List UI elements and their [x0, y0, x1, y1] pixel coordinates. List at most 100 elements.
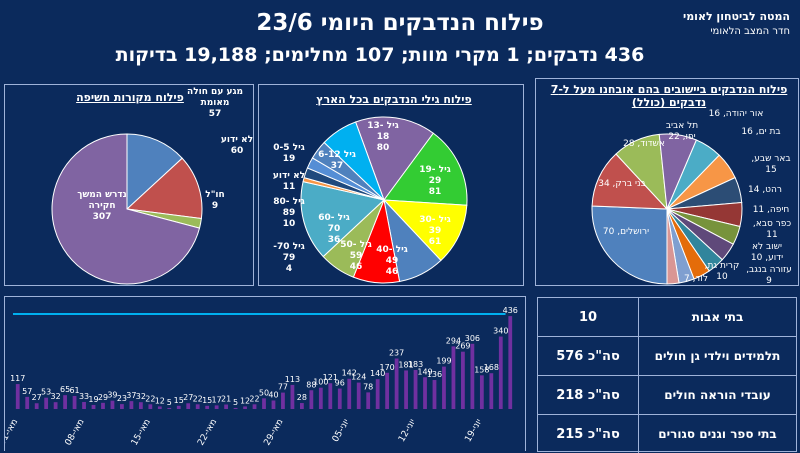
label-city-rahat: רהט, 14 — [748, 185, 782, 195]
bar-value-label: 12 — [155, 396, 165, 405]
bar-value-label: 77 — [278, 383, 288, 392]
label-age-30-39: גיל 30-39 61 — [419, 215, 451, 247]
label-abroad: חו"ל 9 — [205, 190, 225, 211]
bar-1 — [25, 396, 30, 409]
org-name: המטה לביטחון לאומי — [682, 10, 790, 23]
bar-3 — [44, 397, 49, 409]
bar-29 — [290, 384, 295, 409]
x-tick-label: 22-מאי — [196, 418, 219, 448]
org-block: המטה לביטחון לאומי חדר המצב הלאומי — [670, 10, 790, 37]
bar-value-label: 124 — [351, 373, 366, 382]
bar-23 — [233, 407, 238, 409]
label-age-40-49: גיל 40-49 46 — [376, 245, 408, 277]
cities-panel: פילוח הנדבקים ביישובים בהם אובחנו מעל ל-… — [535, 78, 799, 286]
bar-value-label: 33 — [79, 392, 89, 401]
label-city-unknown: ישוב לא ידוע, 10 — [750, 242, 784, 263]
table-row: סה"כ 576 תלמידים וילדי גן חולים — [538, 337, 796, 376]
bar-14 — [148, 404, 153, 409]
bar-37 — [366, 392, 371, 409]
table-row: סה"כ 218 עובדי הוראה חולים — [538, 376, 796, 415]
bar-21 — [214, 405, 219, 409]
ages-pie — [300, 116, 468, 284]
bar-48 — [470, 343, 475, 409]
bar-40 — [394, 358, 399, 409]
bar-38 — [375, 379, 380, 409]
table-row: 10 בתי אבות — [538, 298, 796, 337]
table-row: סה"כ 215 בתי ספר וגנים סגורים — [538, 415, 796, 453]
ages-title: פילוח גילי הנדבקים בכל הארץ — [316, 93, 472, 106]
bar-value-label: 78 — [363, 382, 373, 391]
pie-slice-0 — [354, 116, 435, 202]
x-tick-label: 12-יוני — [397, 418, 418, 444]
pie-slice-13 — [666, 208, 680, 285]
bar-36 — [356, 382, 361, 409]
label-city-lod: לוד, 7 — [684, 274, 708, 284]
pie-slice-3 — [51, 133, 201, 285]
bar-value-label: 19 — [88, 395, 98, 404]
bar-44 — [432, 380, 437, 409]
bar-4 — [53, 402, 58, 409]
bar-value-label: 142 — [342, 369, 357, 378]
bar-value-label: 5 — [167, 398, 172, 407]
pie-slice-1 — [383, 132, 468, 206]
bar-value-label: 53 — [41, 388, 51, 397]
bar-value-label: 27 — [32, 393, 42, 402]
x-tick-label: 08-מאי — [64, 418, 87, 448]
label-city-ashdod: אשדוד, 28 — [623, 139, 665, 149]
table-value: סה"כ 218 — [538, 376, 639, 414]
bar-26 — [262, 398, 266, 409]
label-age-80-89: גיל 80-89 10 — [273, 197, 305, 229]
pie-slice-6 — [300, 180, 386, 258]
bar-28 — [281, 392, 285, 409]
daily-cases-panel: 117 57 27 53 32 65 61 33 19 29 39 23 37 32 22 12 5 15 27 22… — [4, 296, 526, 451]
table-label: עובדי הוראה חולים — [664, 388, 771, 402]
summary-table: 10 בתי אבות סה"כ 576 תלמידים וילדי גן חו… — [537, 297, 797, 453]
pie-slice-1 — [125, 157, 203, 220]
bar-22 — [224, 404, 229, 409]
bar-value-label: 340 — [493, 327, 508, 336]
table-label: בתי אבות — [691, 310, 744, 324]
bar-0 — [15, 384, 20, 409]
bar-39 — [385, 372, 390, 409]
bar-value-label: 96 — [335, 379, 345, 388]
bar-2 — [34, 403, 39, 409]
table-label: תלמידים וילדי גן חולים — [654, 349, 781, 363]
pie-slice-11 — [323, 121, 385, 201]
bar-42 — [413, 370, 418, 409]
cities-pie — [591, 133, 743, 285]
bar-value-label: 50 — [259, 388, 269, 397]
bar-value-label: 88 — [306, 380, 316, 389]
label-age-13-18: גיל 13-18 80 — [367, 121, 399, 153]
label-city-jerusalem: ירושלים, 70 — [602, 227, 650, 237]
bar-value-label: 27 — [183, 393, 193, 402]
label-city-tel-aviv: תל אביב יפו, 22 — [665, 121, 699, 142]
bar-value-label: 100 — [313, 378, 328, 387]
bar-47 — [461, 351, 465, 409]
bar-value-label: 183 — [408, 360, 423, 369]
label-city-haifa: חיפה, 11 — [752, 205, 790, 215]
label-city-bnei-brak: בני ברק, 34 — [598, 179, 646, 189]
bar-value-label: 28 — [297, 393, 307, 402]
x-tick-label: 05-יוני — [331, 418, 352, 444]
bar-12 — [129, 401, 134, 409]
bar-value-label: 237 — [389, 349, 404, 358]
bar-value-label: 15 — [202, 396, 212, 405]
bar-value-label: 22 — [193, 394, 203, 403]
exposure-pie — [51, 133, 203, 285]
bar-9 — [101, 402, 105, 409]
bar-17 — [176, 405, 181, 409]
bar-51 — [498, 336, 503, 409]
ages-panel: פילוח גילי הנדבקים בכל הארץ גיל 13-18 80 … — [258, 84, 524, 286]
bar-value-label: 32 — [51, 392, 61, 401]
bar-value-label: 37 — [126, 391, 136, 400]
org-unit: חדר המצב הלאומי — [710, 26, 790, 37]
bar-value-label: 39 — [107, 391, 117, 400]
bar-35 — [347, 378, 352, 409]
x-tick-label: 19-יוני — [463, 418, 484, 444]
bar-5 — [63, 395, 67, 409]
pie-slice-0 — [591, 205, 668, 285]
bar-34 — [337, 388, 342, 409]
bar-value-label: 17 — [212, 395, 222, 404]
bar-value-label: 199 — [436, 357, 451, 366]
x-tick-label: 15-מאי — [130, 418, 153, 448]
